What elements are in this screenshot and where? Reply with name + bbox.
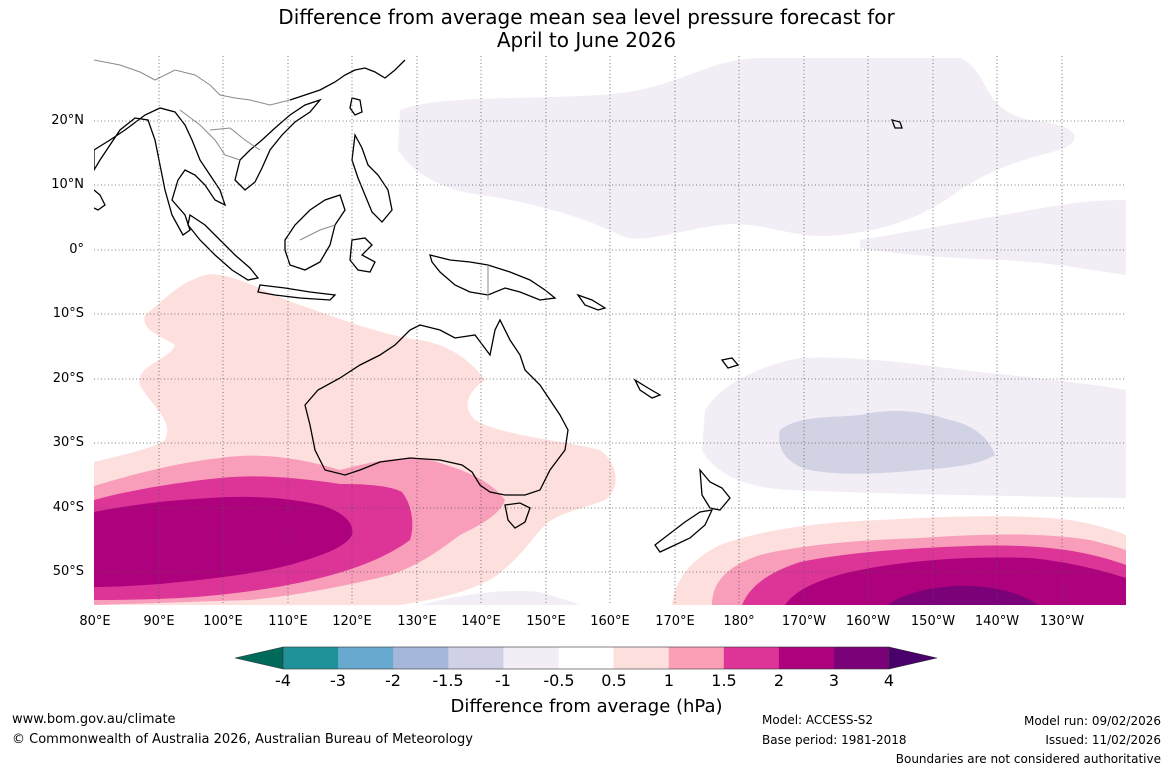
new-caledonia-coast [633,378,662,399]
mainland-asia-coast [94,107,227,236]
copyright-text: © Commonwealth of Australia 2026, Austra… [12,732,473,747]
java-coast [257,284,337,301]
lon-label-160w: 160°W [845,614,891,629]
lon-label-160e: 160°E [590,614,630,629]
colorbar-tick-label: -1.5 [432,671,464,690]
graticule [94,56,1126,605]
anomaly-pos-3-southern-pacific [888,585,1038,605]
model-run-date: Model run: 09/02/2026 [1023,714,1161,728]
website-link[interactable]: www.bom.gov.au/climate [12,712,176,727]
model-name: Model: ACCESS-S2 [762,713,874,727]
anomaly-pos-2-southern-pacific [785,557,1126,605]
colorbar-segment [613,647,670,669]
colorbar-tick-label: 4 [883,671,895,690]
anomaly-neg-0-5-east-pacific [860,200,1126,275]
solomon-islands-coast [576,293,607,311]
lon-label-120e: 120°E [332,614,372,629]
china-coast [289,59,406,101]
colorbar-tick-label: 1 [663,671,675,690]
sri-lanka-coast [94,189,106,211]
fiji-coast [720,357,740,369]
colorbar-segment [778,647,835,669]
lat-label-10s: 10°S [52,306,84,321]
anomaly-neg-0-5-north-pacific [398,58,1075,239]
colorbar-segment [558,647,615,669]
nz-south-island-coast [654,509,714,553]
lon-label-150w: 150°W [910,614,956,629]
philippines-coast [351,132,393,223]
tasmania-coast [504,502,531,529]
lon-label-170w: 170°W [781,614,827,629]
sumatra-coast [187,213,260,281]
colorbar-tick-label: 0.5 [601,671,627,690]
colorbar-tick-label: -2 [385,671,401,690]
colorbar-segment [723,647,780,669]
anomaly-neg-1-south-pacific [779,410,995,474]
taiwan-coast [349,97,363,116]
colorbar-arrow-min [234,646,284,670]
colorbar-segment [393,647,449,669]
colorbar-title: Difference from average (hPa) [450,696,723,717]
nz-north-island-coast [699,468,731,511]
lat-label-20n: 20°N [51,113,84,128]
colorbar-tick-label: -0.5 [543,671,575,690]
lon-label-140w: 140°W [974,614,1020,629]
colorbar-segment [448,647,504,669]
colorbar-segment [503,647,559,669]
colorbar-segment [668,647,725,669]
lat-label-40s: 40°S [52,500,84,515]
title-line-2: April to June 2026 [496,28,677,52]
country-borders [94,59,489,300]
lon-label-140e: 140°E [461,614,501,629]
lat-label-0: 0° [69,242,84,257]
lon-label-80e: 80°E [79,614,111,629]
colorbar-tick-label: 1.5 [711,671,737,690]
lon-label-130w: 130°W [1039,614,1085,629]
lon-label-180: 180° [723,614,755,629]
lon-label-150e: 150°E [526,614,566,629]
lon-label-130e: 130°E [397,614,437,629]
lon-label-110e: 110°E [268,614,308,629]
boundaries-disclaimer: Boundaries are not considered authoritat… [895,752,1161,766]
australia-coast [304,318,569,496]
colorbar-outline [282,646,890,670]
anomaly-neg-0-5-tasman [420,590,580,605]
lat-label-50s: 50°S [52,564,84,579]
lon-label-170e: 170°E [655,614,695,629]
lat-label-20s: 20°S [52,371,84,386]
sulawesi-coast [349,237,376,273]
title-line-1: Difference from average mean sea level p… [278,5,895,29]
colorbar-arrow-max [888,646,938,670]
colorbar-segment [283,647,339,669]
base-period: Base period: 1981-2018 [762,733,907,747]
colorbar-tick-label: -3 [330,671,346,690]
issued-date: Issued: 11/02/2026 [1045,733,1161,747]
lon-label-100e: 100°E [203,614,243,629]
colorbar-tick-label: 2 [773,671,785,690]
colorbar-segment [338,647,394,669]
hawaii-coast [890,119,903,129]
lat-label-10n: 10°N [51,177,84,192]
colorbar-tick-label: -1 [495,671,511,690]
forecast-map [94,56,1126,605]
vietnam-coast [234,98,322,191]
lat-label-30s: 30°S [52,435,84,450]
new-guinea-coast [429,254,557,301]
colorbar-tick-label: -4 [275,671,291,690]
colorbar-segment [834,647,890,669]
colorbar-tick-label: 3 [828,671,840,690]
lon-label-90e: 90°E [143,614,175,629]
